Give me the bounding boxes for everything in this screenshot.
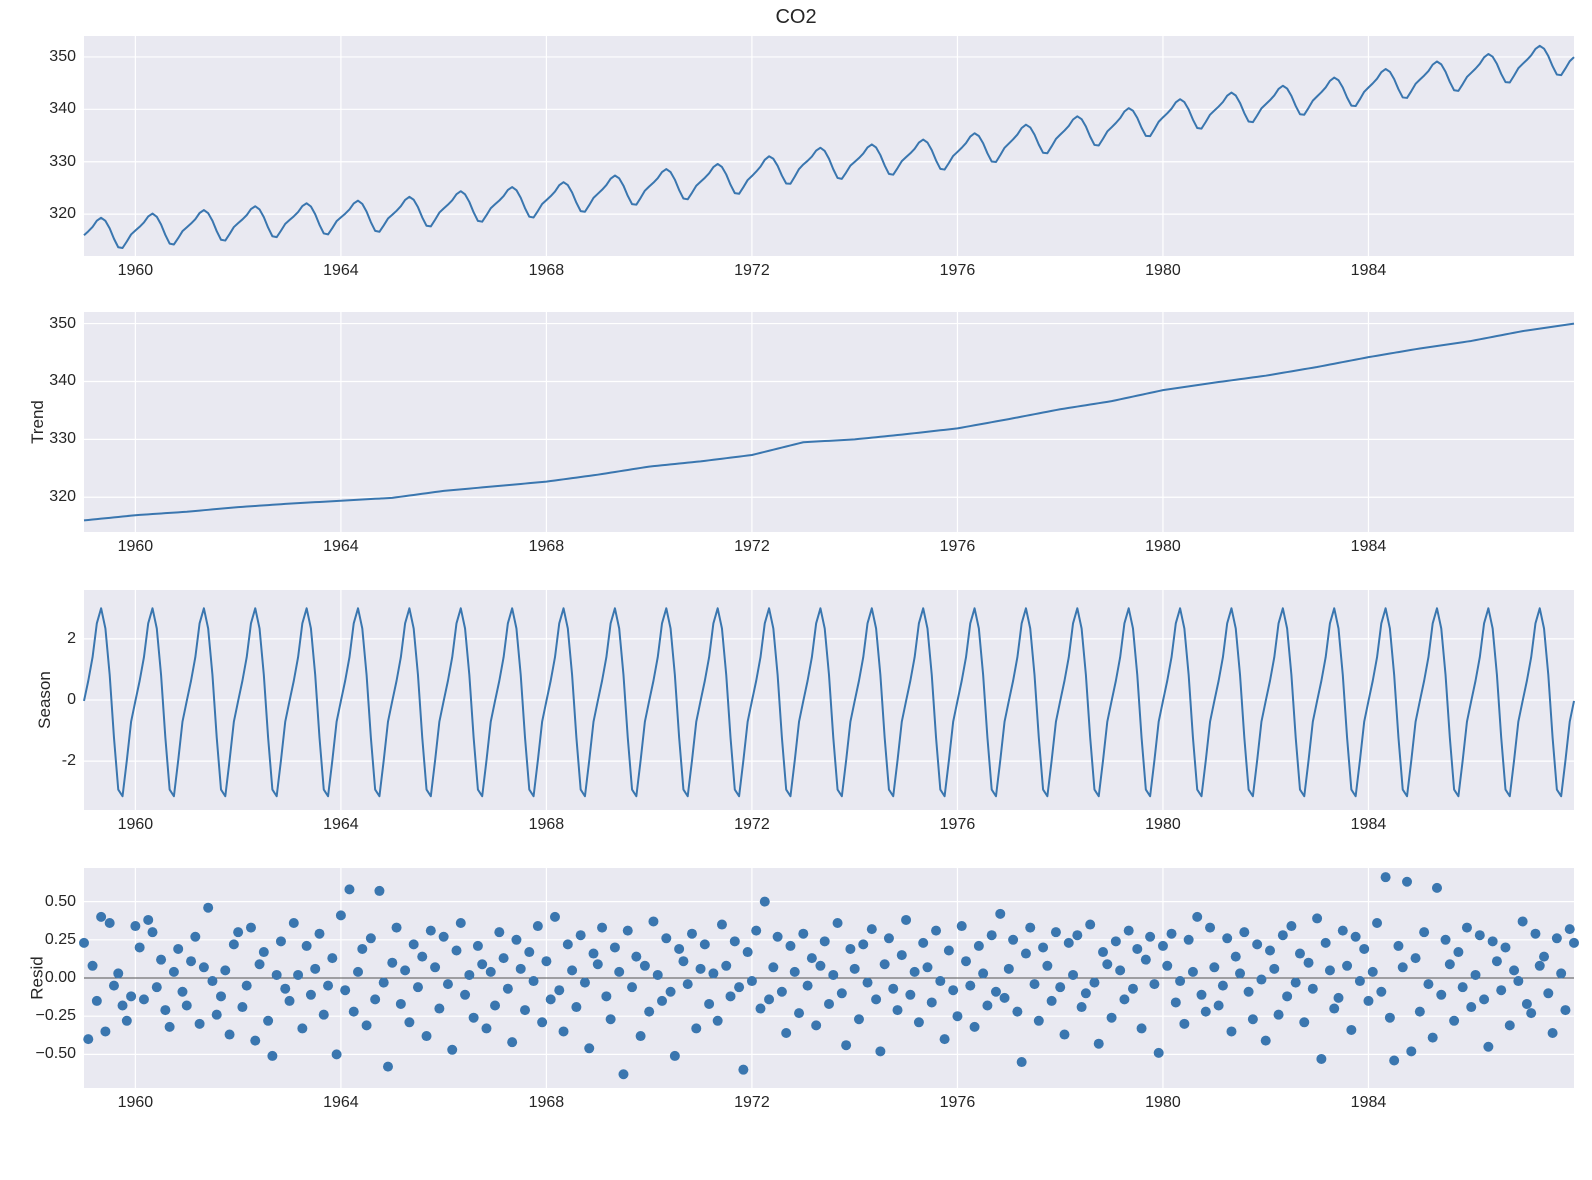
xtick-label: 1976 [940, 816, 976, 834]
ytick-label: 330 [49, 430, 76, 448]
ytick-label: 350 [49, 48, 76, 66]
ytick-label: 340 [49, 100, 76, 118]
ylabel-trend: Trend [28, 400, 48, 444]
ytick-label: 330 [49, 153, 76, 171]
xtick-label: 1984 [1351, 1094, 1387, 1112]
xtick-label: 1972 [734, 262, 770, 280]
observed-line [84, 46, 1574, 248]
ytick-label: 0.25 [45, 931, 76, 949]
plot-svg [84, 868, 1574, 1088]
panel-observed: 3203303403501960196419681972197619801984 [84, 36, 1574, 256]
xtick-label: 1976 [940, 1094, 976, 1112]
ytick-label: 0 [67, 691, 76, 709]
xtick-label: 1980 [1145, 262, 1181, 280]
panel-resid: −0.50−0.250.000.250.50196019641968197219… [84, 868, 1574, 1088]
xtick-label: 1968 [529, 816, 565, 834]
xtick-label: 1984 [1351, 538, 1387, 556]
xtick-label: 1960 [118, 262, 154, 280]
ytick-label: 320 [49, 205, 76, 223]
xtick-label: 1968 [529, 262, 565, 280]
xtick-label: 1984 [1351, 262, 1387, 280]
panel-season: -2021960196419681972197619801984Season [84, 590, 1574, 810]
ytick-label: 0.00 [45, 969, 76, 987]
xtick-label: 1964 [323, 538, 359, 556]
trend-line [84, 324, 1574, 521]
ytick-label: −0.25 [36, 1007, 76, 1025]
xtick-label: 1972 [734, 816, 770, 834]
xtick-label: 1984 [1351, 816, 1387, 834]
chart-title: CO2 [0, 6, 1592, 29]
xtick-label: 1960 [118, 1094, 154, 1112]
xtick-label: 1976 [940, 262, 976, 280]
ytick-label: 2 [67, 630, 76, 648]
plot-svg [84, 590, 1574, 810]
ylabel-season: Season [35, 671, 55, 729]
xtick-label: 1980 [1145, 816, 1181, 834]
plot-svg [84, 36, 1574, 256]
xtick-label: 1972 [734, 538, 770, 556]
ylabel-resid: Resid [28, 956, 48, 999]
xtick-label: 1980 [1145, 538, 1181, 556]
ytick-label: -2 [62, 752, 76, 770]
xtick-label: 1976 [940, 538, 976, 556]
xtick-label: 1968 [529, 538, 565, 556]
xtick-label: 1964 [323, 1094, 359, 1112]
xtick-label: 1960 [118, 538, 154, 556]
ytick-label: −0.50 [36, 1045, 76, 1063]
xtick-label: 1968 [529, 1094, 565, 1112]
xtick-label: 1960 [118, 816, 154, 834]
xtick-label: 1964 [323, 262, 359, 280]
plot-svg [84, 312, 1574, 532]
xtick-label: 1972 [734, 1094, 770, 1112]
ytick-label: 320 [49, 488, 76, 506]
xtick-label: 1964 [323, 816, 359, 834]
ytick-label: 340 [49, 372, 76, 390]
season-line [84, 608, 1574, 796]
ytick-label: 0.50 [45, 893, 76, 911]
ytick-label: 350 [49, 315, 76, 333]
panel-trend: 3203303403501960196419681972197619801984… [84, 312, 1574, 532]
xtick-label: 1980 [1145, 1094, 1181, 1112]
